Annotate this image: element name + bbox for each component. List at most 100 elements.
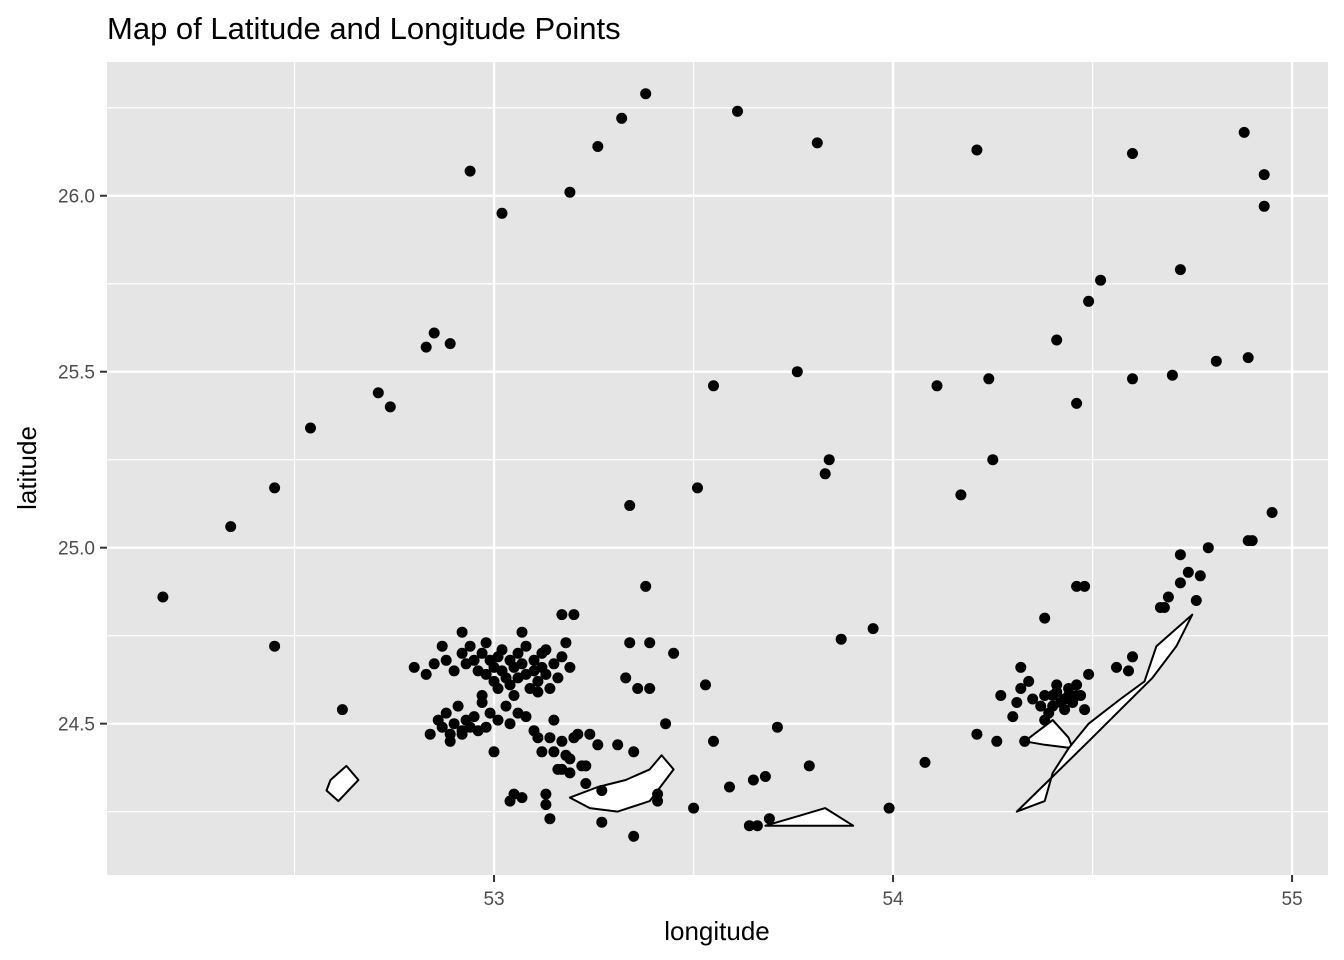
data-point-187 [440,707,452,719]
data-point-199 [488,746,500,758]
data-point-27 [983,373,995,385]
data-point-96 [576,760,588,772]
data-point-15 [616,112,628,124]
data-point-105 [1019,735,1031,747]
data-point-171 [540,668,552,680]
data-point-79 [743,820,755,832]
data-point-25 [931,380,943,392]
data-point-49 [1194,570,1206,582]
data-point-102 [883,802,895,814]
data-point-183 [532,686,544,698]
data-point-62 [835,633,847,645]
data-point-120 [1059,704,1071,716]
data-point-101 [919,756,931,768]
data-point-29 [955,489,967,501]
data-point-23 [819,468,831,480]
data-point-88 [540,788,552,800]
data-point-129 [1111,661,1122,673]
y-axis: 24.5 25.0 25.5 26.0 [58,187,107,736]
data-point-28 [987,454,999,466]
data-point-60 [568,609,580,621]
data-point-207 [544,732,556,744]
data-point-90 [544,813,556,825]
data-point-93 [516,792,528,804]
data-point-64 [700,679,711,691]
data-point-74 [771,721,783,733]
data-point-89 [540,799,552,811]
data-point-137 [428,658,440,670]
data-point-204 [520,711,532,723]
data-point-164 [520,640,532,652]
data-point-31 [1071,397,1083,409]
data-point-65 [624,637,636,649]
data-point-85 [628,830,640,842]
data-point-162 [516,658,528,670]
data-point-218 [444,735,456,747]
data-point-202 [504,718,516,730]
data-point-147 [476,647,488,659]
data-point-201 [500,700,512,712]
data-point-133 [1051,679,1063,691]
grid-major [107,62,1328,875]
map-shapes [325,613,1194,827]
data-point-8 [420,341,432,353]
data-point-12 [496,207,508,219]
data-point-200 [492,714,504,726]
data-point-32 [1083,295,1095,307]
data-point-1 [225,521,237,533]
data-point-148 [480,668,492,680]
data-point-20 [791,366,803,378]
data-point-22 [692,482,703,494]
data-point-158 [504,679,516,691]
data-point-134 [1063,690,1075,701]
data-point-209 [536,746,548,758]
data-point-50 [1174,577,1186,589]
map-shape-0 [325,764,360,803]
x-tick-label-2: 55 [1282,889,1303,910]
data-point-107 [1007,711,1019,723]
data-point-177 [564,661,576,673]
data-point-34 [1127,148,1138,159]
data-point-142 [456,626,468,638]
data-point-63 [668,647,680,659]
data-point-39 [1238,126,1250,138]
data-point-16 [640,88,652,100]
data-point-178 [540,644,552,656]
data-point-173 [548,658,560,670]
data-point-208 [548,714,560,726]
data-point-103 [971,728,983,740]
y-axis-title: latitude [12,426,42,510]
data-point-211 [556,735,568,747]
x-tick-label-1: 54 [882,889,904,910]
data-point-30 [1051,334,1063,346]
data-point-155 [496,644,508,656]
data-point-58 [640,580,652,592]
data-point-216 [592,739,604,751]
data-point-55 [1071,580,1083,592]
data-point-138 [436,640,448,652]
grid-minor [107,62,1328,875]
data-point-104 [991,735,1003,747]
data-point-84 [596,816,608,828]
data-point-37 [1174,264,1186,276]
map-shape-1 [568,754,675,813]
data-point-72 [628,746,640,758]
data-point-0 [157,591,169,603]
data-point-51 [1162,591,1174,603]
data-point-73 [612,739,624,751]
y-tick-label-2: 25.5 [58,363,95,384]
data-point-109 [1015,683,1027,694]
map-shape-2 [764,807,855,827]
data-point-57 [1039,612,1051,624]
data-point-141 [456,647,468,659]
y-tick-label-3: 26.0 [58,187,95,208]
data-point-172 [544,683,556,694]
data-point-126 [1075,690,1087,701]
data-point-198 [484,707,496,719]
data-point-140 [448,665,460,677]
data-point-42 [1258,200,1270,212]
data-point-184 [424,728,436,740]
data-point-45 [1246,535,1258,547]
map-shape-4 [1015,613,1194,813]
data-point-35 [1127,373,1138,385]
